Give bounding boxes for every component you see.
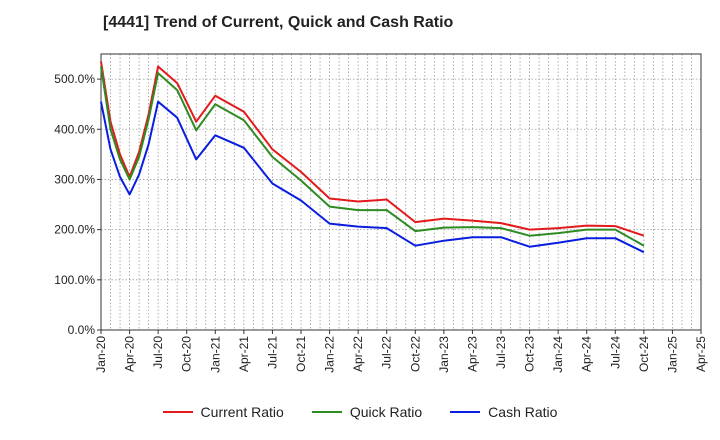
axes — [97, 53, 702, 334]
x-tick-label: Apr-24 — [580, 336, 594, 372]
y-tick-label: 400.0% — [54, 122, 95, 136]
x-tick-label: Jul-21 — [265, 336, 279, 369]
x-tick-label: Jul-24 — [608, 336, 622, 369]
legend-item-quick-ratio: Quick Ratio — [311, 404, 423, 420]
plot-frame — [100, 53, 702, 331]
series-line-current-ratio — [100, 61, 645, 237]
legend-swatch-cash — [450, 411, 481, 413]
legend-label-cash: Cash Ratio — [488, 404, 558, 420]
x-tick-label: Apr-23 — [465, 336, 479, 372]
y-tick-label: 500.0% — [54, 72, 95, 86]
x-tick-label: Jan-20 — [94, 336, 108, 373]
x-tick-label: Jan-21 — [208, 336, 222, 373]
x-tick-label: Jul-20 — [151, 336, 165, 369]
x-tick-label: Jul-23 — [494, 336, 508, 369]
legend: Current Ratio Quick Ratio Cash Ratio — [0, 404, 720, 420]
x-tick-label: Oct-23 — [523, 336, 537, 372]
legend-swatch-current — [162, 411, 193, 413]
x-tick-label: Jan-25 — [665, 336, 679, 373]
legend-swatch-quick — [311, 411, 342, 413]
tick-labels: 0.0% 100.0% 200.0% 300.0% 400.0% 500.0% Jan-20… — [54, 72, 708, 373]
legend-label-current: Current Ratio — [200, 404, 284, 420]
x-tick-label: Oct-20 — [180, 336, 194, 372]
x-tick-label: Apr-22 — [351, 336, 365, 372]
y-tick-label: 200.0% — [54, 223, 95, 237]
x-tick-label: Apr-21 — [237, 336, 251, 372]
x-tick-label: Oct-24 — [637, 336, 651, 372]
x-tick-label: Jan-24 — [551, 336, 565, 373]
x-tick-label: Apr-20 — [123, 336, 137, 372]
series-line-quick-ratio — [100, 66, 645, 247]
series-lines — [100, 61, 645, 254]
chart-title: [4441] Trend of Current, Quick and Cash … — [103, 14, 454, 31]
grid-lines — [100, 54, 702, 331]
x-tick-label: Jan-23 — [437, 336, 451, 373]
x-tick-label: Apr-25 — [694, 336, 708, 372]
x-tick-label: Oct-21 — [294, 336, 308, 372]
x-tick-label: Jul-22 — [380, 336, 394, 369]
series-line-cash-ratio — [100, 100, 645, 254]
x-tick-label: Jan-22 — [323, 336, 337, 373]
legend-label-quick: Quick Ratio — [349, 404, 423, 420]
y-tick-label: 100.0% — [54, 273, 95, 287]
legend-item-current-ratio: Current Ratio — [162, 404, 284, 420]
y-tick-label: 0.0% — [68, 323, 96, 337]
legend-item-cash-ratio: Cash Ratio — [450, 404, 557, 420]
y-tick-label: 300.0% — [54, 172, 95, 186]
x-tick-label: Oct-22 — [408, 336, 422, 372]
